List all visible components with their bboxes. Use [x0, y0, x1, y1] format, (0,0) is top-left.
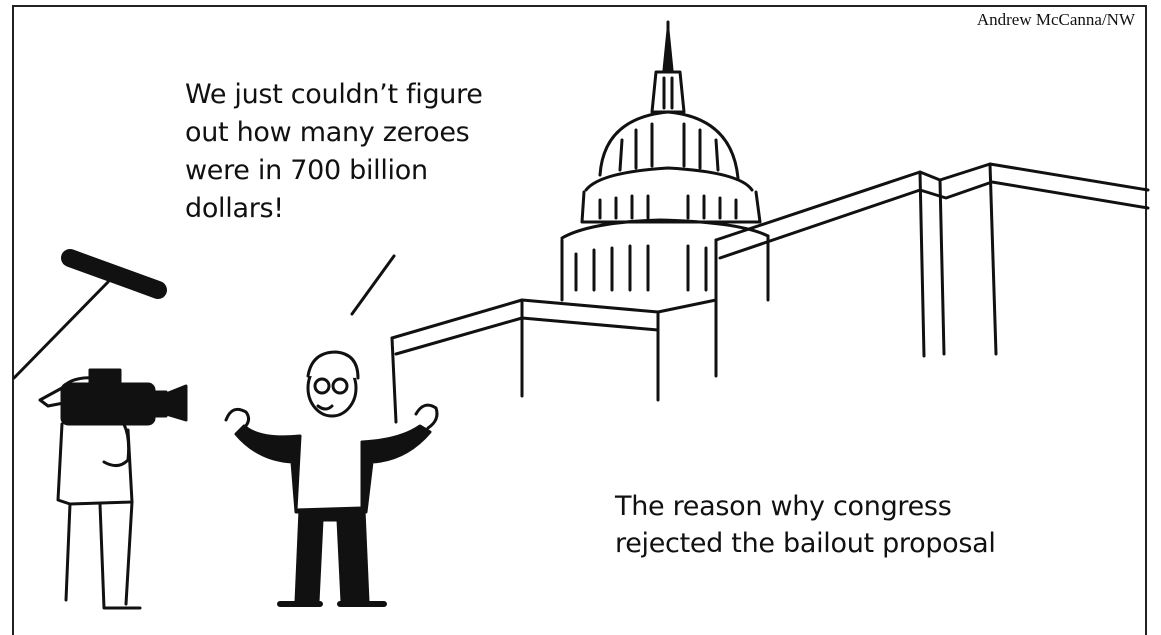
- speech-line: [350, 254, 396, 316]
- capitol-building: [390, 20, 1150, 424]
- speech-text: We just couldn’t figure out how many zer…: [185, 79, 483, 224]
- politician: [224, 350, 439, 607]
- cartoon-caption: The reason why congress rejected the bai…: [615, 491, 996, 559]
- boom-microphone: [12, 249, 167, 380]
- artist-credit: Andrew McCanna/NW: [976, 10, 1135, 29]
- cartoon-frame: [12, 5, 1147, 635]
- cameraman: [38, 368, 188, 610]
- cartoon-illustration: [12, 20, 1150, 610]
